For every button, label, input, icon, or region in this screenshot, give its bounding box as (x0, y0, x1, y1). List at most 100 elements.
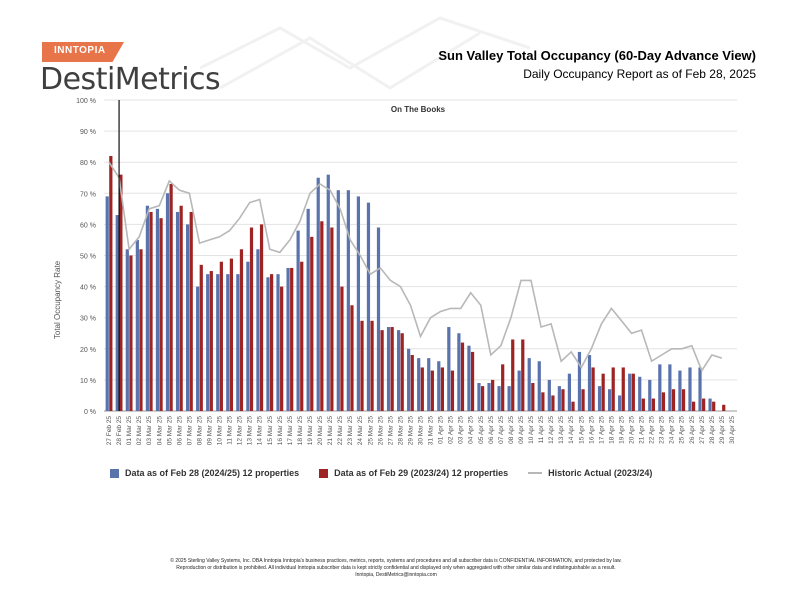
x-tick-label: 26 Apr 25 (689, 416, 696, 444)
x-tick-label: 05 Apr 25 (478, 416, 485, 444)
bar-current (407, 348, 411, 411)
y-axis-label: Total Occupancy Rate (53, 260, 62, 339)
bar-current (306, 208, 310, 411)
bar-prior (501, 364, 505, 411)
bar-current (216, 274, 220, 411)
bar-prior (199, 264, 203, 411)
bar-prior (300, 261, 304, 411)
bar-current (567, 373, 572, 411)
bar-prior (671, 389, 676, 411)
bar-current (396, 330, 401, 411)
bar-prior (641, 398, 645, 411)
x-tick-label: 29 Mar 25 (408, 416, 415, 446)
bar-current (417, 358, 421, 411)
report-subtitle: Daily Occupancy Report as of Feb 28, 202… (523, 67, 756, 81)
x-tick-label: 04 Mar 25 (156, 416, 163, 446)
x-tick-label: 16 Apr 25 (588, 416, 595, 444)
x-tick-label: 02 Apr 25 (448, 416, 455, 444)
bar-prior (571, 401, 575, 411)
x-tick-label: 07 Apr 25 (498, 416, 505, 444)
label-layer: 0 % 10 % 20 % 30 % 40 % 50 % 60 % 70 % 80 % 90 % 1… (76, 98, 736, 445)
bar-current (236, 274, 240, 411)
bar-current (366, 202, 371, 411)
bar-prior (350, 305, 354, 411)
bar-prior (249, 227, 254, 411)
x-tick-label: 13 Mar 25 (247, 416, 254, 446)
bar-current (688, 367, 692, 411)
x-tick-label: 24 Mar 25 (357, 416, 364, 446)
bar-current (507, 386, 511, 411)
x-tick-label: 10 Apr 25 (528, 416, 535, 444)
bar-prior (430, 370, 434, 411)
x-tick-label: 19 Mar 25 (307, 416, 314, 446)
bar-current (437, 361, 441, 411)
bar-prior (541, 392, 545, 411)
bar-current (708, 398, 712, 411)
x-tick-label: 08 Mar 25 (197, 416, 204, 446)
bar-current (185, 224, 190, 411)
x-tick-label: 23 Mar 25 (347, 416, 354, 446)
bar-current (175, 211, 180, 411)
x-tick-label: 26 Mar 25 (377, 416, 384, 446)
x-tick-label: 01 Apr 25 (438, 416, 445, 444)
legend-swatch-current (110, 468, 119, 478)
bar-current (386, 327, 391, 411)
bar-current (165, 193, 170, 411)
bar-prior (440, 367, 445, 411)
bar-current (668, 364, 672, 411)
footer-line-1: © 2025 Sterling Valley Systems, Inc. DBA… (170, 558, 622, 564)
x-tick-label: 25 Mar 25 (367, 416, 374, 446)
bar-prior (621, 367, 625, 411)
bar-prior (149, 211, 153, 411)
footer: © 2025 Sterling Valley Systems, Inc. DBA… (0, 558, 792, 579)
bar-prior (511, 339, 515, 411)
x-tick-label: 09 Mar 25 (207, 416, 214, 446)
bar-prior (611, 367, 615, 411)
bar-prior (109, 155, 113, 411)
x-tick-label: 12 Apr 25 (548, 416, 555, 444)
bar-current (467, 345, 471, 411)
x-tick-label: 25 Apr 25 (679, 416, 686, 444)
y-tick-label: 50 % (80, 254, 96, 261)
x-tick-label: 21 Apr 25 (639, 416, 646, 444)
x-tick-label: 08 Apr 25 (508, 416, 515, 444)
bar-prior (219, 261, 223, 411)
x-tick-label: 07 Mar 25 (186, 416, 193, 446)
y-tick-label: 20 % (80, 347, 96, 354)
bar-prior (450, 370, 455, 411)
bar-current (155, 208, 160, 411)
bar-prior (420, 367, 424, 411)
x-tick-label: 30 Mar 25 (418, 416, 425, 446)
occupancy-chart: 0 % 10 % 20 % 30 % 40 % 50 % 60 % 70 % 80 % 90 % 1… (53, 98, 737, 445)
x-tick-label: 21 Mar 25 (327, 416, 334, 446)
bar-prior (390, 327, 394, 411)
legend-label-current: Data as of Feb 28 (2024/25) 12 propertie… (125, 468, 300, 478)
x-tick-label: 20 Mar 25 (317, 416, 324, 446)
bar-current (587, 355, 592, 411)
x-tick-label: 30 Apr 25 (729, 416, 736, 444)
bar-prior (340, 286, 344, 411)
bar-prior (119, 174, 123, 411)
x-tick-label: 09 Apr 25 (518, 416, 525, 444)
bar-prior (722, 404, 726, 411)
bar-current (276, 274, 280, 411)
bar-prior (209, 271, 213, 411)
x-tick-label: 20 Apr 25 (629, 416, 636, 444)
bar-current (135, 239, 139, 411)
bar-current (477, 383, 481, 411)
y-tick-label: 90 % (80, 129, 96, 136)
bar-prior (290, 267, 294, 411)
bar-current (517, 370, 521, 411)
bar-prior (631, 373, 635, 411)
bar-prior (179, 205, 183, 411)
bar-current (618, 395, 622, 411)
chart-annotation: On The Books (391, 105, 446, 114)
bar-prior (691, 401, 696, 411)
bar-current (266, 277, 270, 411)
x-tick-label: 04 Apr 25 (468, 416, 475, 444)
bar-prior (320, 221, 324, 411)
bar-current (196, 286, 200, 411)
bar-current (457, 333, 461, 411)
bar-prior (229, 258, 234, 411)
bar-current (427, 358, 431, 411)
